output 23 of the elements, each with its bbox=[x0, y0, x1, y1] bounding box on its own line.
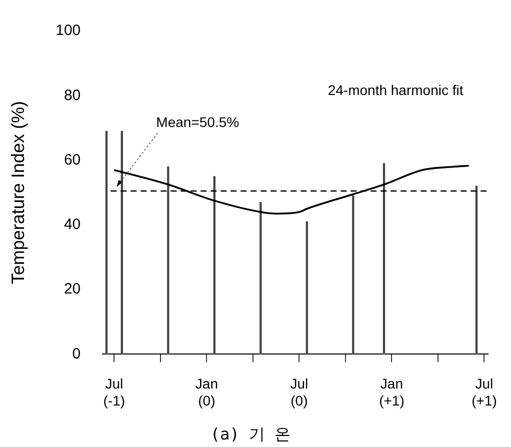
ref-line-label: Mean=50.5% bbox=[156, 114, 240, 130]
x-tick-label: Jan (+1) bbox=[379, 375, 404, 408]
y-tick-label: 100 bbox=[56, 22, 81, 40]
bar bbox=[105, 130, 108, 355]
bar bbox=[306, 221, 308, 355]
y-tick-label: 40 bbox=[64, 216, 81, 234]
bar bbox=[382, 163, 386, 355]
bar bbox=[475, 186, 478, 355]
bar bbox=[352, 196, 354, 355]
bar bbox=[213, 176, 216, 355]
y-tick-label: 20 bbox=[64, 280, 81, 298]
bar bbox=[260, 202, 262, 355]
y-tick-label: 80 bbox=[64, 86, 81, 104]
y-tick-label: 0 bbox=[72, 345, 81, 362]
bar bbox=[167, 166, 170, 355]
text: (a) 기 온 bbox=[210, 424, 291, 444]
x-tick-label: Jul (-1) bbox=[103, 375, 126, 408]
x-tick-label: Jul (0) bbox=[290, 375, 308, 408]
y-axis-title: Temperature Index (%) bbox=[8, 101, 28, 284]
x-tick-label: Jan (0) bbox=[195, 375, 218, 408]
y-tick-label: 60 bbox=[64, 151, 81, 168]
x-tick-label: Jul (+1) bbox=[472, 375, 497, 408]
annotation: 24-month harmonic fit bbox=[328, 82, 464, 98]
